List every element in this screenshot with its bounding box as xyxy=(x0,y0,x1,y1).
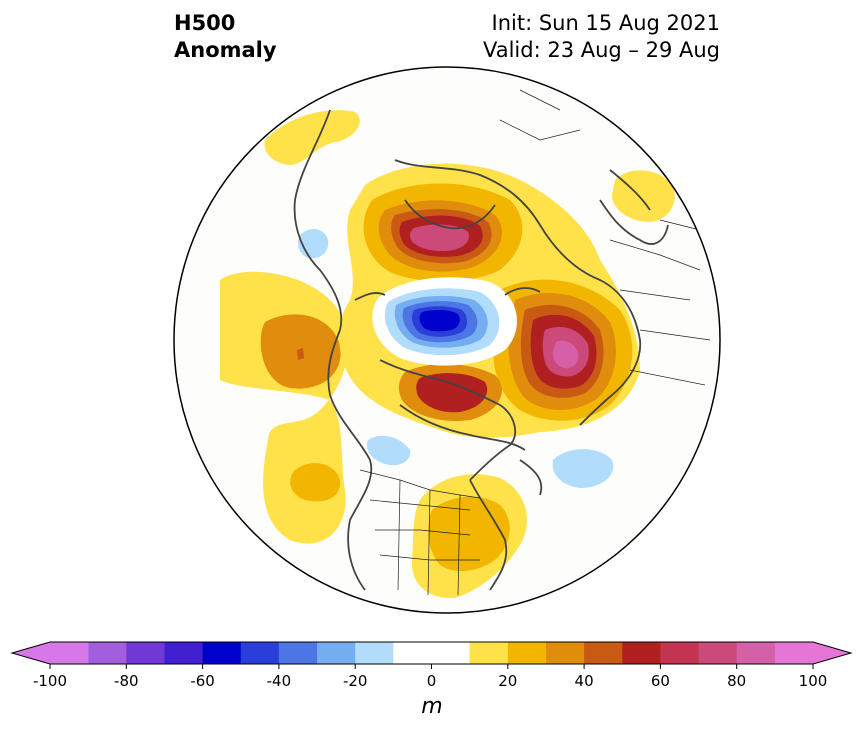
colorbar-tick-label: 100 xyxy=(799,672,828,690)
colorbar-tick-label: -60 xyxy=(190,672,215,690)
anomaly-pacific-south xyxy=(290,463,341,502)
anomaly-alaska-low xyxy=(366,435,411,466)
anomaly-us-east-orange xyxy=(428,496,510,572)
colorbar-swatch xyxy=(164,642,204,664)
map-disc xyxy=(174,67,720,613)
colorbar-swatch xyxy=(584,642,623,664)
colorbar-tick-label: 40 xyxy=(575,672,594,690)
colorbar-swatch xyxy=(431,642,471,664)
colorbar-swatch xyxy=(545,642,585,664)
anomaly-arctic-red xyxy=(416,373,488,413)
colorbar-ticks: -100 -80 -60 -40 -20 0 20 40 60 80 100 xyxy=(33,664,827,690)
colorbar-swatch xyxy=(698,642,738,664)
colorbar-swatch xyxy=(12,642,89,664)
init-date: Init: Sun 15 Aug 2021 xyxy=(491,11,720,35)
map-outline xyxy=(173,66,721,614)
colorbar-swatch xyxy=(317,642,356,664)
colorbar-swatch xyxy=(507,642,547,664)
colorbar-tick-label: 0 xyxy=(427,672,437,690)
title-line-1: H500 xyxy=(174,11,236,35)
title-line-2: Anomaly xyxy=(174,38,277,62)
anomaly-north-pacific-core xyxy=(297,348,304,360)
colorbar-tick-label: -40 xyxy=(267,672,292,690)
anomaly-canada-peak xyxy=(552,340,579,369)
colorbar-tick-label: -100 xyxy=(33,672,67,690)
colorbar-swatch xyxy=(736,642,776,664)
anomaly-map xyxy=(173,66,721,614)
colorbar-swatches xyxy=(10,641,853,665)
anomaly-arctic-low-core xyxy=(419,309,460,332)
colorbar-swatch xyxy=(240,642,280,664)
chart-title: H500 Anomaly xyxy=(174,10,277,64)
anomaly-atlantic-low xyxy=(552,449,614,488)
colorbar-tick-label: 20 xyxy=(498,672,517,690)
colorbar-swatch xyxy=(278,642,318,664)
anomaly-siberia-core xyxy=(410,224,469,252)
coastlines xyxy=(293,109,669,591)
colorbar-swatch xyxy=(660,642,700,664)
forecast-info: Init: Sun 15 Aug 2021 Valid: 23 Aug – 29… xyxy=(483,10,720,64)
political-borders xyxy=(359,89,711,596)
colorbar-swatch xyxy=(202,642,242,664)
colorbar-unit: m xyxy=(421,694,443,719)
colorbar-swatch xyxy=(393,642,432,664)
colorbar-swatch xyxy=(126,642,165,664)
colorbar-tick-label: 60 xyxy=(651,672,670,690)
colorbar-swatch xyxy=(88,642,127,664)
colorbar-swatch xyxy=(355,642,394,664)
colorbar-tick-label: -20 xyxy=(343,672,368,690)
colorbar-tick-label: 80 xyxy=(727,672,746,690)
colorbar-swatch xyxy=(622,642,661,664)
anomaly-pacific-nw xyxy=(264,110,360,165)
colorbar-tick-label: -80 xyxy=(114,672,139,690)
anomaly-atlantic xyxy=(612,170,675,222)
colorbar-swatch xyxy=(774,642,851,664)
colorbar-swatch xyxy=(469,642,509,664)
valid-range: Valid: 23 Aug – 29 Aug xyxy=(482,38,720,62)
